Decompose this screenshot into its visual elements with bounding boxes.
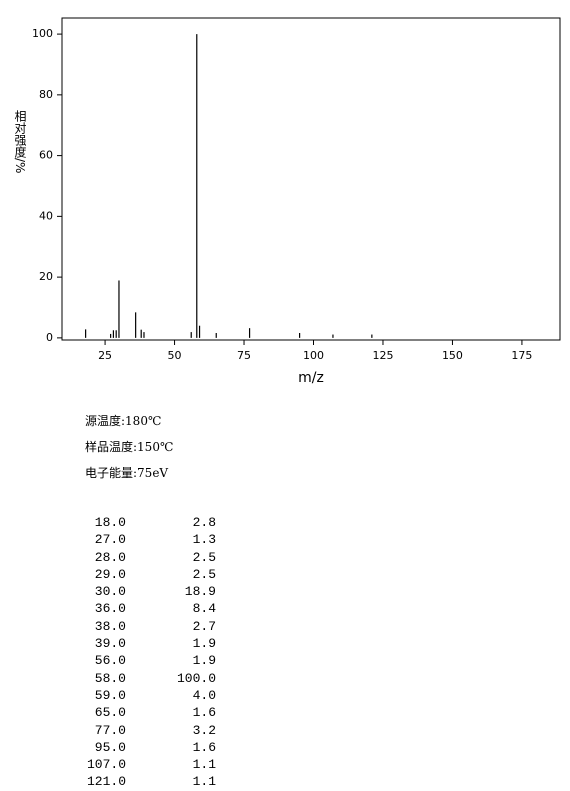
table-cell: 1.1 (192, 757, 216, 773)
table-row: 65.0 1.6 (60, 704, 216, 721)
table-cell: 2.5 (192, 549, 216, 565)
table-row: 121.0 1.1 (60, 773, 216, 790)
info-line: 样品温度:150℃ (85, 440, 174, 454)
table-row: 56.0 1.9 (60, 652, 216, 669)
table-cell: 121.0 (86, 774, 126, 790)
table-cell: 77.0 (94, 722, 126, 738)
table-row: 39.0 1.9 (60, 635, 216, 652)
y-tick-label: 60 (39, 149, 53, 162)
table-cell: 1.1 (192, 774, 216, 790)
table-cell: 18.0 (94, 515, 126, 530)
x-tick-label: 100 (303, 349, 324, 362)
table-row: 28.0 2.5 (60, 549, 216, 566)
table-cell: 4.0 (192, 687, 216, 703)
table-cell: 107.0 (86, 757, 126, 773)
peak-table: 18.0 2.8 27.0 1.3 28.0 2.5 29.0 2.5 30.0 18.9 36.0… (60, 514, 216, 791)
x-tick-label: 75 (237, 349, 251, 362)
table-cell: 3.2 (192, 722, 216, 738)
x-tick-label: 175 (511, 349, 532, 362)
y-tick-label: 20 (39, 270, 53, 283)
table-cell: 56.0 (94, 653, 126, 669)
table-cell: 95.0 (94, 739, 126, 755)
table-row: 30.0 18.9 (60, 583, 216, 600)
chart: m/z 相对强度/% 0 20 40 60 80 100 25 50 75 100 125 150 17… (13, 17, 561, 386)
table-cell: 2.5 (192, 566, 216, 582)
info-line: 源温度:180℃ (85, 414, 162, 428)
table-row: 58.0 100.0 (60, 670, 216, 687)
table-cell: 36.0 (94, 601, 126, 617)
table-cell: 59.0 (94, 687, 126, 703)
table-cell: 100.0 (176, 670, 216, 686)
table-cell: 18.9 (184, 584, 216, 600)
table-cell: 39.0 (94, 636, 126, 652)
table-cell: 65.0 (94, 705, 126, 721)
x-tick-label: 125 (372, 349, 393, 362)
table-cell: 8.4 (192, 601, 216, 617)
table-cell: 1.9 (192, 636, 216, 652)
table-row: 18.0 2.8 (60, 514, 216, 531)
y-tick-label: 100 (32, 27, 53, 40)
table-cell: 2.7 (192, 618, 216, 634)
table-cell: 30.0 (94, 584, 126, 600)
table-row: 95.0 1.6 (60, 739, 216, 756)
table-row: 107.0 1.1 (60, 756, 216, 773)
y-tick-label: 0 (46, 331, 53, 344)
table-cell: 1.6 (192, 705, 216, 721)
table-row: 59.0 4.0 (60, 687, 216, 704)
x-tick-label: 150 (442, 349, 463, 362)
table-cell: 28.0 (94, 549, 126, 565)
table-row: 38.0 2.7 (60, 618, 216, 635)
table-row: 27.0 1.3 (60, 531, 216, 548)
table-cell: 27.0 (94, 532, 126, 548)
table-cell: 1.6 (192, 739, 216, 755)
table-cell: 1.3 (192, 532, 216, 548)
table-cell: 58.0 (94, 670, 126, 686)
y-axis-label: 相对强度/% (13, 110, 27, 174)
table-cell: 1.9 (192, 653, 216, 669)
x-tick-label: 50 (168, 349, 182, 362)
y-tick-label: 80 (39, 88, 53, 101)
info-line: 电子能量:75eV (85, 466, 169, 480)
x-tick-label: 25 (98, 349, 112, 362)
table-row: 77.0 3.2 (60, 722, 216, 739)
y-tick-label: 40 (39, 209, 53, 222)
table-cell: 2.8 (192, 515, 216, 530)
plot-frame (61, 17, 561, 341)
table-row: 29.0 2.5 (60, 566, 216, 583)
table-cell: 29.0 (94, 566, 126, 582)
x-axis-label: m/z (298, 370, 324, 386)
table-row: 36.0 8.4 (60, 600, 216, 617)
table-cell: 38.0 (94, 618, 126, 634)
